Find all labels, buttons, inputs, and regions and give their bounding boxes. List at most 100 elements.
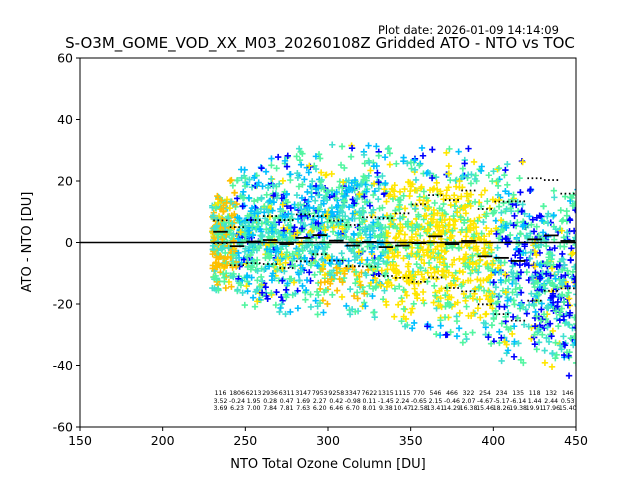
scatter-point [365,142,372,149]
bin-mean-label: -0.65 [411,398,427,405]
scatter-point [362,270,369,277]
scatter-point [463,242,471,250]
bin-count-label: 132 [545,390,557,397]
scatter-point [218,197,225,204]
scatter-point [270,198,278,206]
scatter-point [211,285,218,292]
scatter-point [519,201,526,208]
scatter-point [546,320,554,327]
bin-count-label: 3347 [345,390,361,397]
y-tick-label: -60 [53,420,73,435]
scatter-point [427,264,434,271]
scatter-point [359,219,366,226]
scatter-point [359,247,367,254]
scatter-point [276,180,283,188]
scatter-point [471,175,479,183]
scatter-point [212,272,219,280]
scatter-point [234,286,241,293]
scatter-point [356,191,363,198]
bin-std-label: 10.47 [394,405,412,412]
scatter-point [531,331,538,338]
scatter-point [387,221,394,228]
scatter-point [307,262,315,269]
scatter-point [350,292,358,300]
scatter-point [220,202,227,209]
scatter-point [462,210,470,217]
scatter-point [280,231,287,239]
scatter-point [324,278,332,285]
scatter-point [311,197,319,204]
scatter-point [393,224,401,232]
scatter-point [501,259,508,266]
x-tick-label: 200 [151,433,175,448]
bin-std-label: 18.26 [493,405,511,412]
scatter-point [394,252,402,259]
scatter-point [572,336,576,344]
scatter-point [539,229,547,236]
scatter-point [495,203,503,210]
bin-count-label: 118 [529,390,541,397]
scatter-point [361,227,369,234]
scatter-point [471,266,479,273]
scatter-point [456,309,463,317]
scatter-point [327,219,335,226]
bin-count-label: 135 [512,390,524,397]
scatter-point [356,214,363,222]
scatter-point [338,250,345,257]
scatter-point [477,167,485,175]
scatter-point [517,289,525,296]
scatter-point [569,249,576,256]
scatter-point [209,265,216,272]
scatter-point [279,277,286,284]
scatter-point [274,266,281,273]
scatter-point [421,212,428,220]
scatter-point [358,256,366,264]
scatter-point [420,216,427,223]
scatter-point [361,299,368,306]
scatter-point [541,347,548,354]
scatter-point [489,210,497,217]
bin-mean-label: 3.52 [214,398,228,405]
y-tick-label: 60 [57,51,73,66]
scatter-point [483,238,490,245]
scatter-point [552,275,559,283]
scatter-point [258,220,266,227]
scatter-point [333,269,341,277]
scatter-point [461,255,469,262]
scatter-point [439,212,446,219]
scatter-point [268,175,275,183]
scatter-point [361,174,369,181]
scatter-point [439,240,446,248]
scatter-point [289,257,296,264]
scatter-point [239,203,246,210]
scatter-point [329,141,336,148]
bin-std-label: 14.29 [443,405,461,412]
scatter-point [296,156,304,164]
scatter-point [367,234,374,241]
scatter-point [405,268,412,275]
scatter-point [420,188,428,195]
scatter-point [563,349,571,356]
scatter-point [454,275,461,283]
scatter-point [369,292,376,300]
scatter-point [492,268,499,275]
bin-count-label: 9258 [328,390,344,397]
scatter-point [242,222,249,230]
scatter-point [399,274,407,281]
bin-mean-label: 2.15 [429,398,443,405]
scatter-point [504,347,512,354]
scatter-point [510,270,517,277]
scatter-point [311,271,318,278]
scatter-point [485,172,493,179]
scatter-point [294,174,302,181]
scatter-point [520,249,527,256]
scatter-point [550,187,558,194]
scatter-point [430,211,438,219]
scatter-point [393,160,400,167]
scatter-point [329,291,336,299]
scatter-point [284,280,291,287]
scatter-point [476,214,483,221]
scatter-point [279,297,286,304]
bin-std-label: 19.38 [509,405,527,412]
scatter-point [466,259,473,266]
